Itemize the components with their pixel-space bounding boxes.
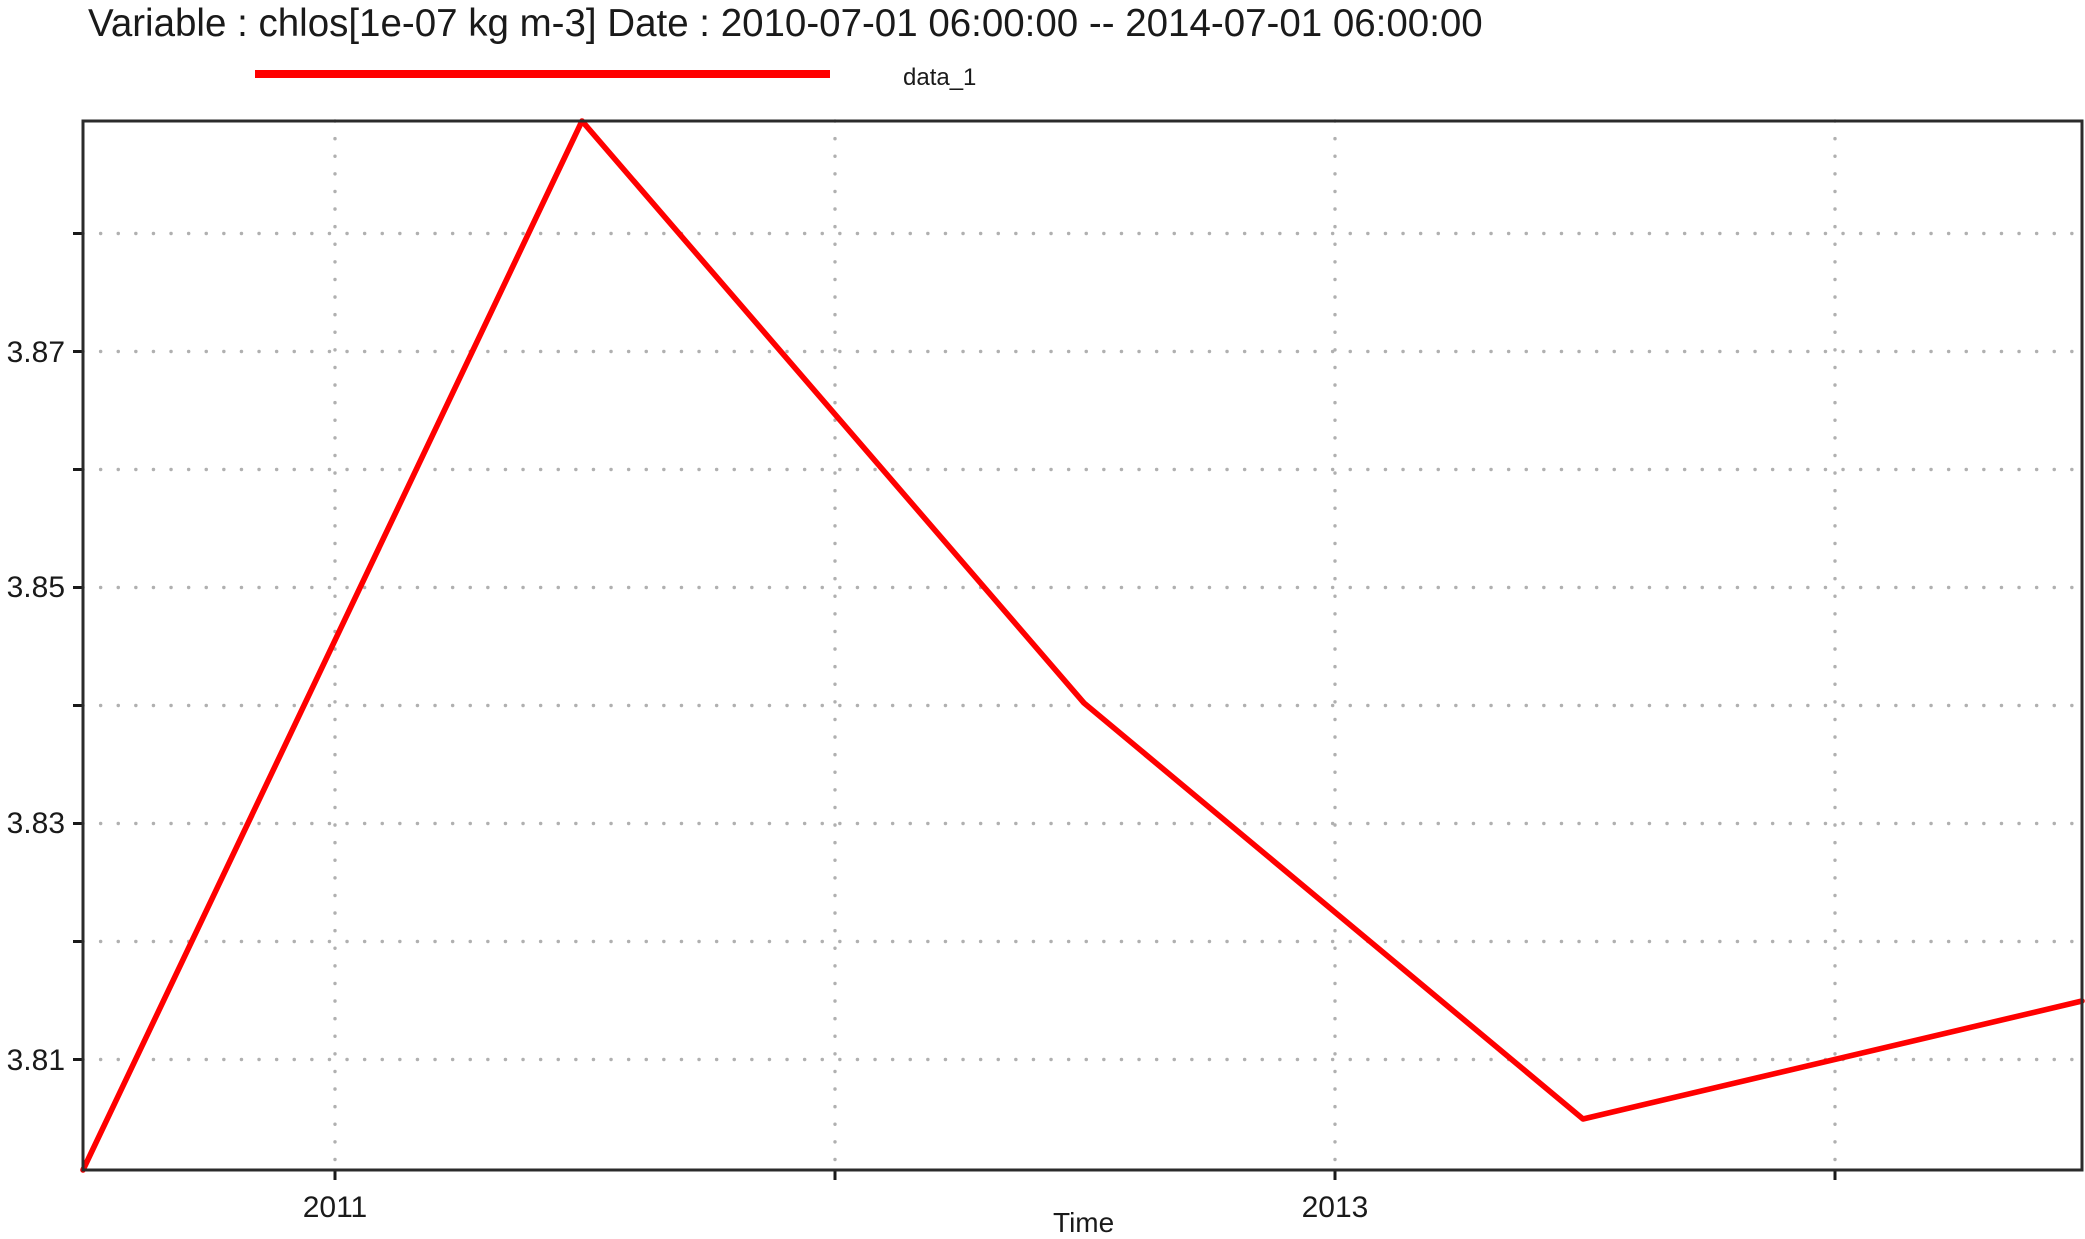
svg-text:3.83: 3.83 [7,807,65,840]
svg-text:3.81: 3.81 [7,1044,65,1077]
svg-text:3.87: 3.87 [7,336,65,369]
svg-text:2013: 2013 [1302,1191,1369,1224]
svg-text:3.85: 3.85 [7,571,65,604]
svg-text:2011: 2011 [303,1191,368,1224]
